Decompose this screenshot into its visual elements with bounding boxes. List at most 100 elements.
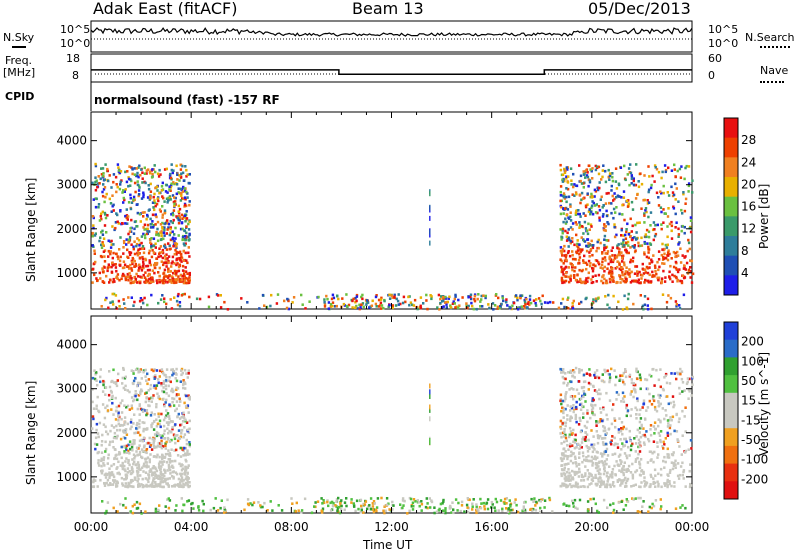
velocity-cell: [665, 381, 669, 385]
velocity-cell: [642, 472, 645, 475]
velocity-cell: [681, 504, 684, 507]
power-cell: [578, 221, 581, 224]
velocity-cell: [126, 404, 130, 408]
power-cell: [138, 244, 141, 247]
velocity-cell: [660, 505, 663, 508]
velocity-cell: [604, 485, 607, 489]
velocity-cell: [691, 375, 694, 379]
power-cell: [630, 270, 633, 274]
power-cell: [148, 238, 152, 241]
velocity-cell: [642, 399, 646, 402]
power-cell: [601, 257, 604, 260]
power-cell: [173, 296, 176, 299]
power-cell: [99, 277, 102, 280]
power-cell: [172, 218, 175, 222]
velocity-cell: [651, 451, 654, 455]
power-cell: [170, 182, 173, 186]
power-cell: [595, 203, 598, 206]
power-cell: [138, 164, 141, 168]
power-cell: [567, 306, 570, 310]
velocity-cell: [583, 458, 586, 462]
velocity-cell: [559, 393, 563, 397]
power-cell: [601, 281, 605, 285]
velocity-cell: [162, 460, 166, 463]
power-cell: [169, 226, 172, 229]
power-cell: [360, 303, 363, 306]
velocity-cell: [616, 442, 619, 446]
power-cell: [648, 273, 651, 277]
power-cell: [620, 266, 623, 270]
power-cell: [173, 262, 176, 265]
power-cell: [680, 208, 683, 212]
nsky-panel-frame: [90, 20, 693, 53]
velocity-cell: [646, 461, 650, 464]
velocity-cell: [375, 506, 379, 509]
velocity-cell: [508, 499, 511, 502]
velocity-cell: [102, 383, 105, 387]
velocity-cell: [575, 464, 578, 468]
power-cell: [94, 176, 97, 179]
velocity-cell: [112, 475, 116, 479]
velocity-cell: [497, 509, 500, 512]
power-cell: [586, 203, 589, 206]
power-cell: [182, 185, 185, 189]
velocity-cell: [146, 382, 149, 386]
power-cell: [660, 191, 663, 195]
power-cell: [142, 226, 145, 229]
power-cell: [166, 191, 169, 194]
velocity-cell: [560, 468, 564, 471]
velocity-cell: [490, 500, 494, 504]
power-cell: [660, 277, 664, 280]
power-cell: [630, 176, 634, 179]
velocity-cell: [583, 485, 586, 489]
power-cell: [642, 268, 645, 271]
velocity-cell: [604, 442, 608, 446]
velocity-cell: [560, 442, 563, 445]
velocity-cell: [96, 485, 99, 488]
power-cell: [198, 297, 202, 301]
velocity-cell: [104, 440, 107, 444]
power-cell: [207, 295, 211, 299]
power-cell: [603, 256, 607, 259]
power-cell: [185, 225, 188, 228]
velocity-cell: [665, 482, 668, 485]
power-cell: [636, 221, 639, 225]
velocity-cell: [150, 425, 153, 429]
power-cell: [620, 228, 623, 232]
velocity-cell: [656, 441, 659, 444]
power-cell: [457, 298, 460, 302]
power-colorbar-tick: 28: [741, 133, 756, 147]
power-cell: [187, 222, 190, 226]
power-cell: [128, 251, 131, 254]
velocity-cell: [573, 485, 577, 488]
velocity-cell: [600, 483, 603, 487]
velocity-cell: [142, 464, 145, 468]
power-cell: [682, 191, 685, 194]
power-cell: [622, 234, 625, 237]
velocity-cell: [108, 398, 111, 402]
velocity-cell: [643, 433, 646, 437]
velocity-cell: [300, 510, 303, 514]
velocity-cell: [618, 453, 622, 457]
velocity-cell: [511, 508, 514, 512]
velocity-cell: [650, 506, 653, 510]
power-cell: [583, 220, 587, 224]
power-cell: [583, 254, 586, 258]
velocity-cell: [136, 474, 139, 478]
power-cell: [629, 235, 632, 238]
power-cell: [91, 231, 94, 235]
velocity-cell: [564, 421, 568, 425]
power-cell: [562, 195, 565, 199]
velocity-cell: [171, 485, 174, 488]
power-cell: [563, 249, 566, 253]
power-cell: [585, 277, 588, 280]
power-cell: [168, 188, 171, 191]
power-cell: [636, 274, 639, 277]
power-cell: [181, 190, 185, 193]
power-cell: [133, 173, 137, 176]
power-cell: [185, 168, 188, 172]
velocity-cell: [130, 446, 134, 449]
velocity-cell: [617, 455, 621, 458]
velocity-cell: [411, 508, 415, 511]
velocity-cell: [560, 464, 563, 467]
